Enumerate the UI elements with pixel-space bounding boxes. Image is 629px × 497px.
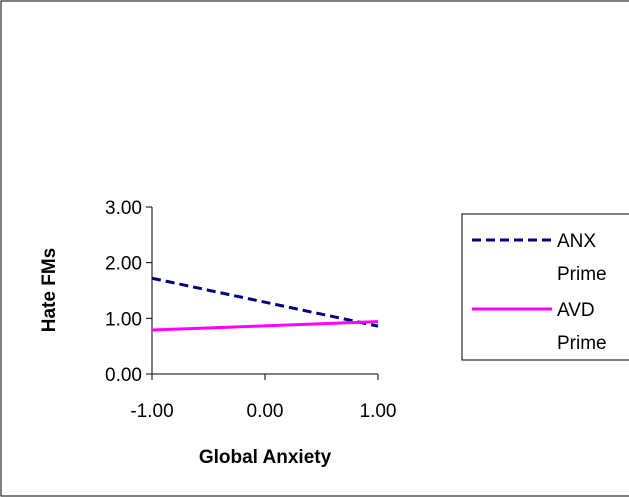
y-axis-ticks: 0.00 1.00 2.00 3.00 [105, 198, 152, 386]
x-axis-title: Global Anxiety [199, 447, 332, 468]
series-line-anx-prime [151, 276, 379, 328]
legend-label: AVD [557, 300, 595, 321]
y-tick-label: 1.00 [105, 309, 142, 330]
x-tick-label: 1.00 [360, 401, 397, 422]
y-tick-label: 0.00 [105, 365, 142, 386]
x-tick-label: -1.00 [130, 401, 173, 422]
y-tick-label: 3.00 [105, 198, 142, 219]
legend: ANX Prime AVD Prime [461, 213, 629, 361]
x-axis-ticks: -1.00 0.00 1.00 [130, 374, 396, 422]
y-tick-label: 2.00 [105, 254, 142, 275]
plot-series [151, 276, 379, 332]
legend-label: Prime [557, 264, 607, 285]
series-line-avd-prime [151, 320, 379, 332]
y-axis-title: Hate FMs [39, 248, 60, 332]
legend-label: ANX [557, 231, 596, 252]
x-tick-label: 0.00 [247, 401, 284, 422]
legend-label: Prime [557, 333, 607, 354]
legend-box [461, 213, 629, 361]
